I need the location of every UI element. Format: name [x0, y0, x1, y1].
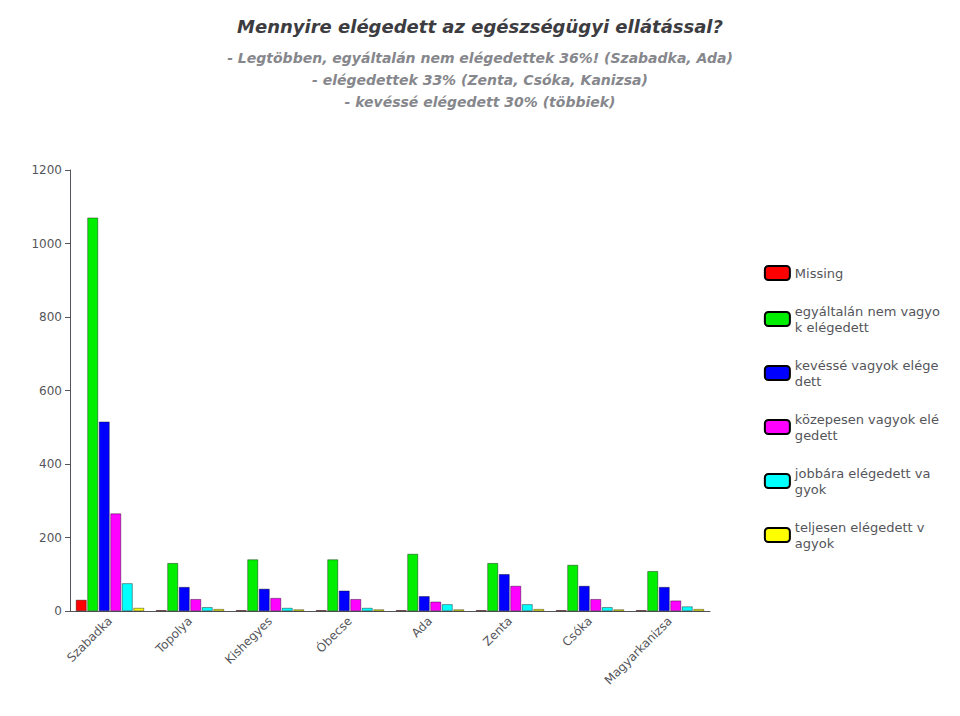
svg-text:közepesen vagyok elé: közepesen vagyok elé	[795, 412, 939, 427]
svg-text:Ada: Ada	[409, 614, 435, 640]
svg-text:Szabadka: Szabadka	[64, 614, 115, 665]
svg-text:200: 200	[39, 531, 62, 545]
svg-text:k elégedett: k elégedett	[795, 320, 869, 335]
svg-text:400: 400	[39, 457, 62, 471]
svg-text:jobbára elégedett va: jobbára elégedett va	[794, 466, 931, 481]
svg-text:agyok: agyok	[795, 536, 835, 551]
svg-text:kevéssé vagyok elége: kevéssé vagyok elége	[795, 358, 939, 373]
svg-text:- elégedettek 33% (Zenta, Csók: - elégedettek 33% (Zenta, Csóka, Kanizsa…	[312, 72, 648, 88]
svg-text:1200: 1200	[31, 163, 62, 177]
svg-text:600: 600	[39, 384, 62, 398]
svg-text:gedett: gedett	[795, 428, 838, 443]
svg-text:Mennyire elégedett az egészség: Mennyire elégedett az egészségügyi ellát…	[237, 16, 723, 37]
svg-text:Missing: Missing	[795, 266, 843, 281]
svg-text:teljesen elégedett v: teljesen elégedett v	[795, 520, 925, 535]
svg-text:Csóka: Csóka	[560, 614, 595, 649]
svg-text:- kevéssé elégedett 30% (többi: - kevéssé elégedett 30% (többiek)	[345, 94, 616, 110]
svg-text:Kishegyes: Kishegyes	[222, 614, 275, 667]
svg-text:Zenta: Zenta	[480, 614, 515, 649]
svg-text:Magyarkanizsa: Magyarkanizsa	[602, 614, 675, 687]
svg-text:- Legtöbben, egyáltalán nem el: - Legtöbben, egyáltalán nem elégedettek …	[227, 50, 733, 66]
svg-text:Óbecse: Óbecse	[313, 613, 355, 655]
svg-text:800: 800	[39, 310, 62, 324]
svg-text:dett: dett	[795, 374, 821, 389]
svg-text:gyok: gyok	[795, 482, 827, 497]
svg-text:egyáltalán nem vagyo: egyáltalán nem vagyo	[795, 304, 940, 319]
svg-text:1000: 1000	[31, 237, 62, 251]
svg-text:0: 0	[54, 604, 62, 618]
svg-text:Topolya: Topolya	[152, 614, 195, 657]
